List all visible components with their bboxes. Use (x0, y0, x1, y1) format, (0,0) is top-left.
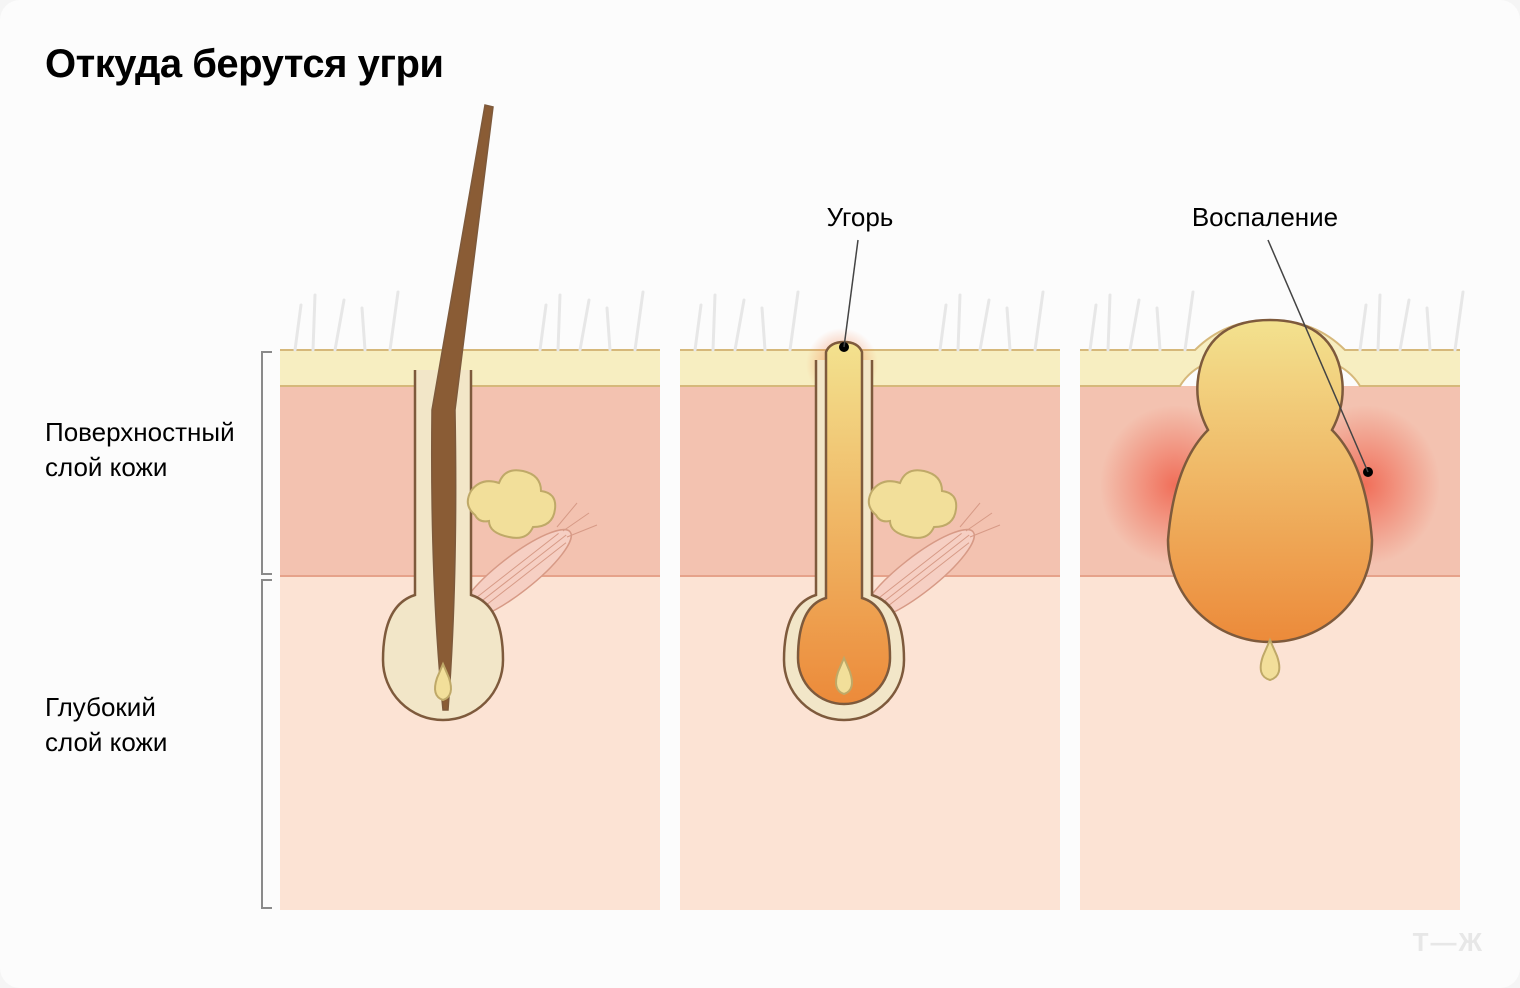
infographic-card: Откуда берутся угри Поверхностный слой к… (0, 0, 1520, 988)
panel-2 (680, 292, 1060, 910)
diagram-svg (0, 0, 1520, 988)
panel-3 (1080, 292, 1463, 910)
panel-1 (280, 105, 660, 910)
watermark-logo: Т—Ж (1413, 927, 1484, 958)
layer-brackets (262, 352, 272, 908)
